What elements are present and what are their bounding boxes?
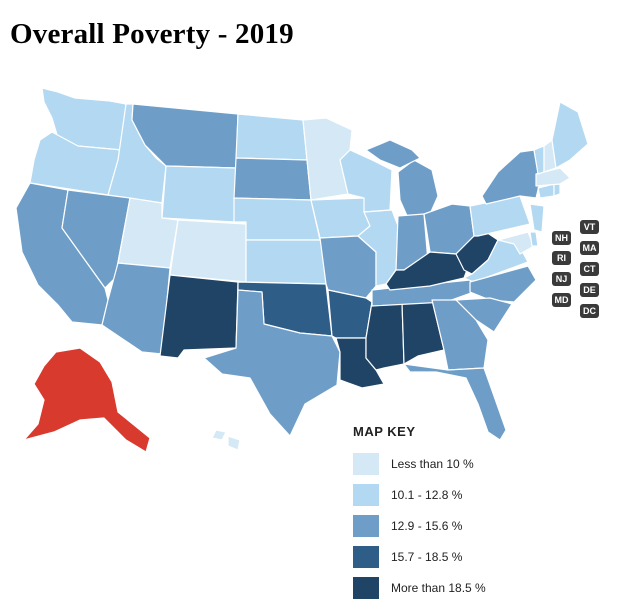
state-nc[interactable] — [469, 265, 537, 303]
state-ks[interactable] — [245, 239, 327, 285]
legend-item: 10.1 - 12.8 % — [353, 484, 462, 506]
badge-vt[interactable]: VT — [580, 220, 599, 234]
legend-label: 12.9 - 15.6 % — [391, 519, 463, 533]
legend-item: Less than 10 % — [353, 453, 474, 475]
state-mi[interactable] — [397, 159, 439, 219]
legend-swatch — [353, 453, 379, 475]
map-title: Overall Poverty - 2019 — [10, 18, 294, 50]
state-nj[interactable] — [529, 203, 545, 233]
badge-de[interactable]: DE — [580, 283, 599, 297]
legend-swatch — [353, 515, 379, 537]
state-wy[interactable] — [161, 165, 237, 223]
state-sd[interactable] — [233, 157, 312, 201]
legend-title: MAP KEY — [353, 424, 416, 439]
legend-label: Less than 10 % — [391, 457, 474, 471]
state-ma[interactable] — [535, 167, 571, 187]
legend-label: More than 18.5 % — [391, 581, 486, 595]
badge-nj[interactable]: NJ — [552, 272, 571, 286]
legend-item: More than 18.5 % — [353, 577, 486, 599]
state-hi[interactable] — [211, 429, 227, 441]
state-ri[interactable] — [553, 183, 561, 197]
state-pa[interactable] — [469, 195, 531, 237]
state-ms[interactable] — [365, 301, 405, 371]
state-ak[interactable] — [23, 347, 151, 453]
badge-ma[interactable]: MA — [580, 241, 599, 255]
state-ne[interactable] — [233, 197, 321, 241]
state-me[interactable] — [551, 101, 589, 169]
legend-item: 12.9 - 15.6 % — [353, 515, 462, 537]
state-tx[interactable] — [203, 289, 341, 437]
state-nm[interactable] — [159, 274, 239, 359]
state-ga[interactable] — [431, 299, 489, 371]
state-de[interactable] — [529, 231, 539, 247]
state-hi-big[interactable] — [227, 435, 241, 451]
legend-swatch — [353, 484, 379, 506]
legend-label: 10.1 - 12.8 % — [391, 488, 463, 502]
badge-nh[interactable]: NH — [552, 231, 571, 245]
badge-dc[interactable]: DC — [580, 304, 599, 318]
state-ny[interactable] — [481, 149, 541, 205]
badge-ct[interactable]: CT — [580, 262, 599, 276]
state-il[interactable] — [357, 209, 399, 287]
state-az[interactable] — [101, 262, 171, 355]
badge-md[interactable]: MD — [552, 293, 571, 307]
state-nd[interactable] — [235, 113, 308, 161]
state-co[interactable] — [169, 219, 247, 283]
legend-label: 15.7 - 18.5 % — [391, 550, 463, 564]
legend-swatch — [353, 546, 379, 568]
state-nv[interactable] — [61, 189, 131, 289]
state-mi-up[interactable] — [365, 139, 421, 169]
state-fl[interactable] — [403, 363, 507, 441]
legend-swatch — [353, 577, 379, 599]
state-ia[interactable] — [310, 197, 371, 239]
legend-item: 15.7 - 18.5 % — [353, 546, 462, 568]
badge-ri[interactable]: RI — [552, 251, 571, 265]
state-md[interactable] — [497, 231, 535, 255]
